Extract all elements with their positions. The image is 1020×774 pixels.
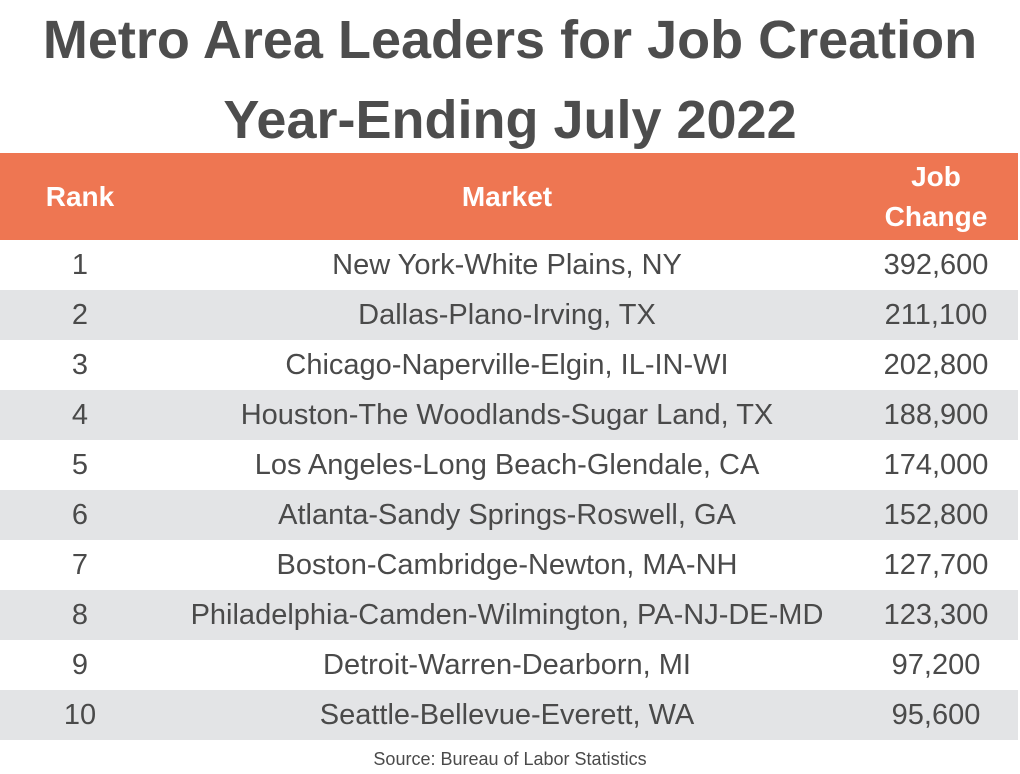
table-row: 4 Houston-The Woodlands-Sugar Land, TX 188… [0, 390, 1018, 440]
job-change-cell: 392,600 [883, 249, 989, 281]
job-change-cell: 123,300 [883, 599, 989, 631]
job-change-cell: 97,200 [891, 649, 981, 681]
table-row: 5 Los Angeles-Long Beach-Glendale, CA 174,… [0, 440, 1018, 490]
job-change-cell: 188,900 [883, 399, 989, 431]
market-cell: Atlanta-Sandy Springs-Roswell, GA [278, 499, 736, 531]
market-cell: Boston-Cambridge-Newton, MA-NH [276, 549, 738, 581]
column-header-rank: Rank [45, 180, 115, 212]
job-change-cell: 211,100 [884, 299, 988, 331]
market-cell: New York-White Plains, NY [332, 249, 682, 281]
table-row: 9 Detroit-Warren-Dearborn, MI 97,200 [0, 640, 1018, 690]
table-row: 3 Chicago-Naperville-Elgin, IL-IN-WI 202,8… [0, 340, 1018, 390]
column-header-job-change: Job Change [854, 153, 1018, 240]
chart-title: Metro Area Leaders for Job Creation [42, 10, 978, 70]
rank-cell: 4 [71, 399, 89, 431]
job-change-cell: 152,800 [883, 499, 989, 531]
job-change-cell: 95,600 [891, 699, 981, 731]
table-row: 2 Dallas-Plano-Irving, TX 211,100 [0, 290, 1018, 340]
rank-cell: 5 [71, 449, 89, 481]
rank-cell: 2 [71, 299, 89, 331]
market-cell: Dallas-Plano-Irving, TX [358, 299, 656, 331]
table-row: 1 New York-White Plains, NY 392,600 [0, 240, 1018, 290]
table-row: 8 Philadelphia-Camden-Wilmington, PA-NJ-D… [0, 590, 1018, 640]
market-cell: Los Angeles-Long Beach-Glendale, CA [254, 449, 760, 481]
job-change-cell: 174,000 [883, 449, 989, 481]
chart-subtitle: Year-Ending July 2022 [223, 90, 797, 150]
rank-cell: 9 [71, 649, 89, 681]
market-cell: Detroit-Warren-Dearborn, MI [323, 649, 691, 681]
table-row: 7 Boston-Cambridge-Newton, MA-NH 127,700 [0, 540, 1018, 590]
job-change-header-text: Job Change [884, 160, 988, 232]
rank-cell: 8 [71, 599, 89, 631]
table-row: 6 Atlanta-Sandy Springs-Roswell, GA 152,80… [0, 490, 1018, 540]
market-cell: Seattle-Bellevue-Everett, WA [319, 699, 695, 731]
rank-cell: 6 [71, 499, 89, 531]
rank-cell: 3 [71, 349, 89, 381]
table-header: Rank Market Job Change [0, 153, 1018, 240]
rank-cell: 7 [71, 549, 89, 581]
rank-cell: 1 [71, 249, 89, 281]
table-body: 1 New York-White Plains, NY 392,600 2 Dallas… [0, 240, 1018, 740]
job-change-cell: 127,700 [883, 549, 989, 581]
column-header-market: Market [461, 180, 553, 212]
table-row: 10 Seattle-Bellevue-Everett, WA 95,600 [0, 690, 1018, 740]
rank-cell: 10 [63, 699, 97, 731]
source-note: Source: Bureau of Labor Statistics [373, 749, 647, 769]
market-cell: Chicago-Naperville-Elgin, IL-IN-WI [285, 349, 729, 381]
market-cell: Houston-The Woodlands-Sugar Land, TX [240, 399, 774, 431]
job-change-cell: 202,800 [883, 349, 989, 381]
data-table: Rank Market Job Change 1 New York-White P… [0, 153, 1018, 740]
market-cell: Philadelphia-Camden-Wilmington, PA-NJ-DE… [190, 599, 824, 631]
